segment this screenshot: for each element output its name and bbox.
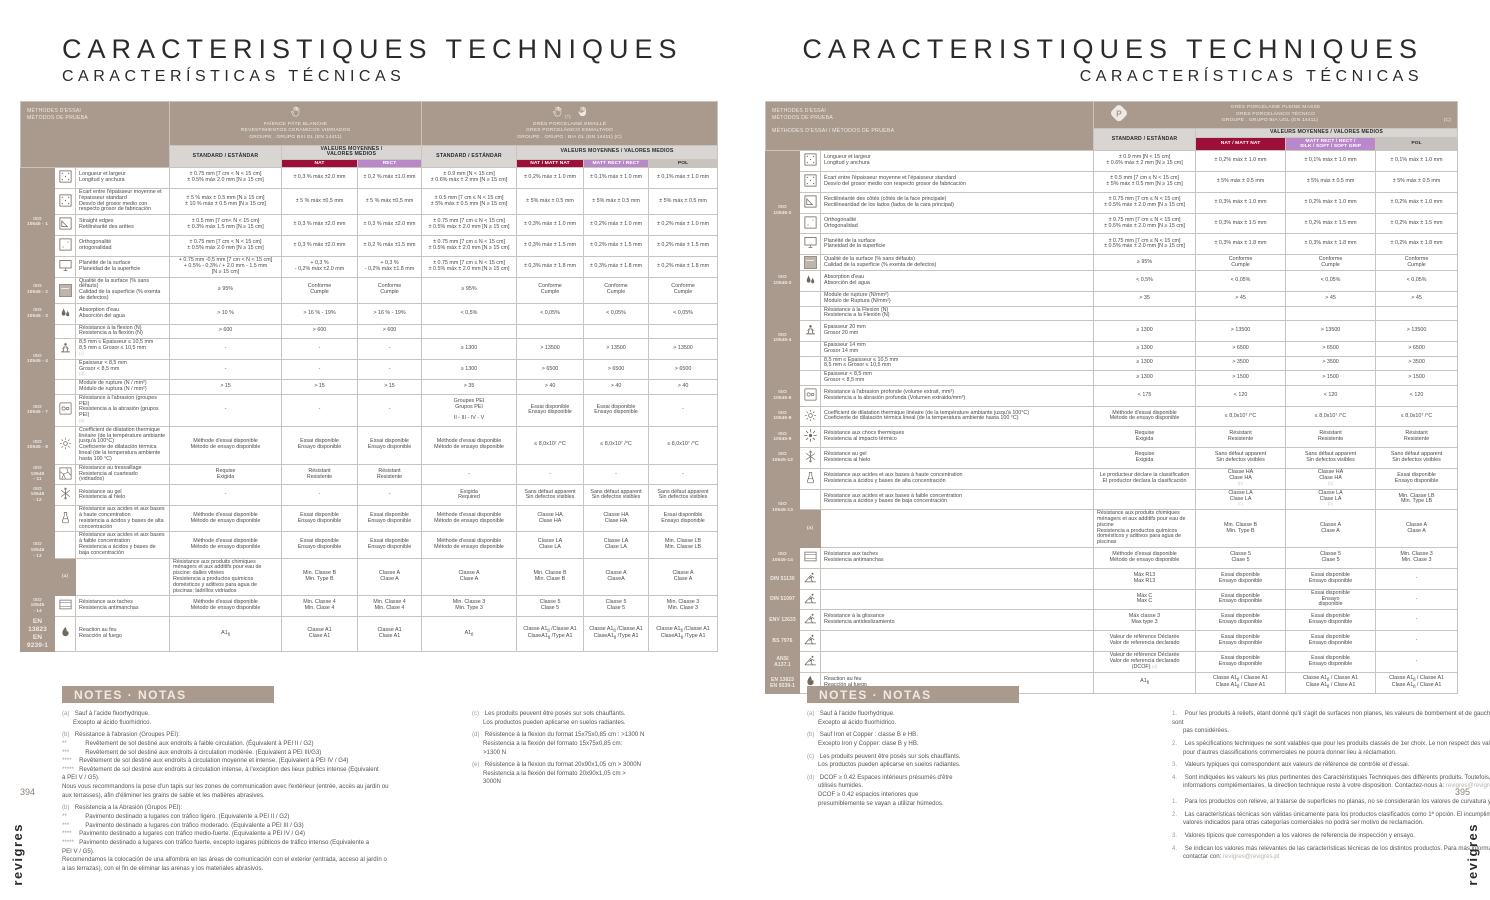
svg-text:P: P	[1116, 110, 1122, 119]
